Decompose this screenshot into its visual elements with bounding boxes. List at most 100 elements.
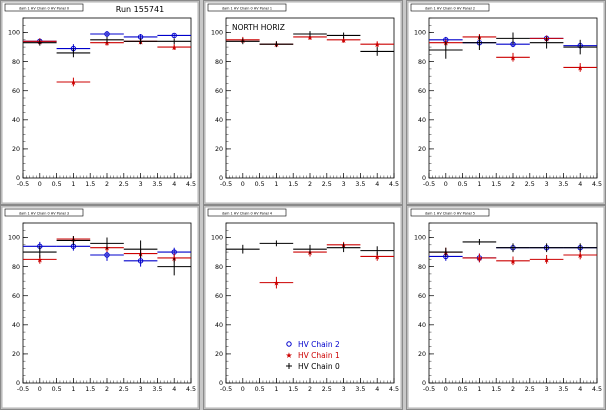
x-tick-label: 4.5	[592, 386, 602, 393]
y-tick-label: 80	[418, 59, 426, 66]
x-tick-label: 4	[172, 181, 176, 188]
pad-title-box	[4, 208, 84, 217]
y-tick-label: 80	[418, 264, 426, 271]
data-point-chain1: ★	[543, 255, 550, 264]
y-tick-label: 40	[418, 117, 426, 124]
pad-title-box	[410, 208, 490, 217]
pad-title-box	[4, 3, 84, 12]
y-tick-label: 40	[12, 117, 20, 124]
x-tick-label: 0	[38, 386, 42, 393]
y-tick-label: 40	[215, 322, 223, 329]
legend: HV Chain 2 ★ HV Chain 1 HV Chain 0	[285, 340, 340, 371]
y-tick-label: 60	[12, 293, 20, 300]
x-tick-label: 4	[375, 386, 379, 393]
y-tick-label: 20	[12, 146, 20, 153]
y-tick-label: 100	[414, 235, 426, 242]
x-tick-label: 0	[241, 181, 245, 188]
y-tick-label: 0	[16, 175, 20, 182]
data-point-chain1: ★	[306, 33, 313, 42]
x-tick-label: 0.5	[52, 181, 62, 188]
x-tick-label: 2	[308, 181, 312, 188]
y-tick-label: 80	[12, 59, 20, 66]
x-tick-label: 2	[511, 181, 515, 188]
y-tick-label: 100	[211, 30, 223, 37]
y-tick-label: 40	[418, 322, 426, 329]
chart-pad-2: dam 1 HV Chain 0 HV Panel 1-0.5 0 0.5 1 1.5 2…	[203, 0, 403, 205]
x-tick-label: 2.5	[322, 181, 332, 188]
x-tick-label: 2.5	[119, 386, 129, 393]
x-tick-label: 1.5	[288, 181, 298, 188]
data-point-chain1: ★	[476, 254, 483, 263]
y-tick-label: 0	[422, 380, 426, 387]
y-tick-label: 60	[12, 88, 20, 95]
x-tick-label: 0.5	[255, 181, 265, 188]
y-tick-label: 20	[12, 351, 20, 358]
pad-title-box	[207, 3, 287, 12]
data-point-chain2	[104, 252, 110, 258]
pad-title: dam 1 HV Chain 0 HV Panel 3	[19, 212, 69, 216]
x-tick-label: 4.5	[592, 181, 602, 188]
data-point-chain1: ★	[509, 257, 516, 266]
x-tick-label: 1.5	[491, 386, 501, 393]
x-tick-label: 4	[578, 181, 582, 188]
x-tick-label: 1	[71, 181, 75, 188]
x-tick-label: 4.5	[389, 181, 399, 188]
x-tick-label: 2	[105, 386, 109, 393]
run-label: Run 155741	[116, 5, 164, 14]
y-tick-label: 100	[8, 235, 20, 242]
x-tick-label: 3	[342, 181, 346, 188]
x-tick-label: 1	[477, 181, 481, 188]
x-tick-label: 2.5	[525, 181, 535, 188]
x-tick-label: 3.5	[558, 386, 568, 393]
y-tick-label: 60	[215, 88, 223, 95]
x-tick-label: 0	[38, 181, 42, 188]
x-tick-label: 3.5	[152, 181, 162, 188]
y-tick-label: 80	[12, 264, 20, 271]
x-tick-label: 1.5	[85, 386, 95, 393]
x-tick-label: 3.5	[558, 181, 568, 188]
x-tick-label: 2	[511, 386, 515, 393]
data-point-chain1: ★	[273, 279, 280, 288]
pad-background	[204, 1, 402, 204]
x-tick-label: 0	[241, 386, 245, 393]
data-point-chain1: ★	[70, 78, 77, 87]
x-tick-label: 4	[578, 386, 582, 393]
x-tick-label: 3	[139, 181, 143, 188]
y-tick-label: 0	[422, 175, 426, 182]
x-tick-label: 1	[274, 181, 278, 188]
x-tick-label: 1.5	[288, 386, 298, 393]
x-tick-label: 4	[172, 386, 176, 393]
pad-background	[407, 1, 605, 204]
pad-background	[407, 206, 605, 409]
x-tick-label: 2	[105, 181, 109, 188]
pad-title: dam 1 HV Chain 0 HV Panel 4	[222, 212, 272, 216]
y-tick-label: 100	[414, 30, 426, 37]
legend-marker-chain2	[286, 341, 292, 347]
legend-label-chain1: HV Chain 1	[298, 351, 340, 360]
y-tick-label: 80	[215, 59, 223, 66]
x-tick-label: -0.5	[220, 386, 232, 393]
data-point-chain1: ★	[36, 255, 43, 264]
x-tick-label: 3	[545, 181, 549, 188]
y-tick-label: 60	[215, 293, 223, 300]
y-tick-label: 20	[418, 146, 426, 153]
pad-title: dam 1 HV Chain 0 HV Panel 2	[425, 7, 475, 11]
pad-title: dam 1 HV Chain 0 HV Panel 0	[19, 7, 69, 11]
x-tick-label: 3.5	[152, 386, 162, 393]
x-tick-label: 1.5	[85, 181, 95, 188]
data-point-chain1: ★	[103, 39, 110, 48]
data-point-chain1: ★	[577, 63, 584, 72]
data-point-chain2	[104, 31, 110, 37]
x-tick-label: 3.5	[355, 386, 365, 393]
x-tick-label: 2.5	[119, 181, 129, 188]
pad-background	[1, 206, 199, 409]
x-tick-label: 0.5	[458, 181, 468, 188]
x-tick-label: -0.5	[220, 181, 232, 188]
y-tick-label: 100	[211, 235, 223, 242]
pad-background	[204, 206, 402, 409]
x-tick-label: 4	[375, 181, 379, 188]
x-tick-label: 2	[308, 386, 312, 393]
y-tick-label: 0	[219, 175, 223, 182]
y-tick-label: 40	[215, 117, 223, 124]
